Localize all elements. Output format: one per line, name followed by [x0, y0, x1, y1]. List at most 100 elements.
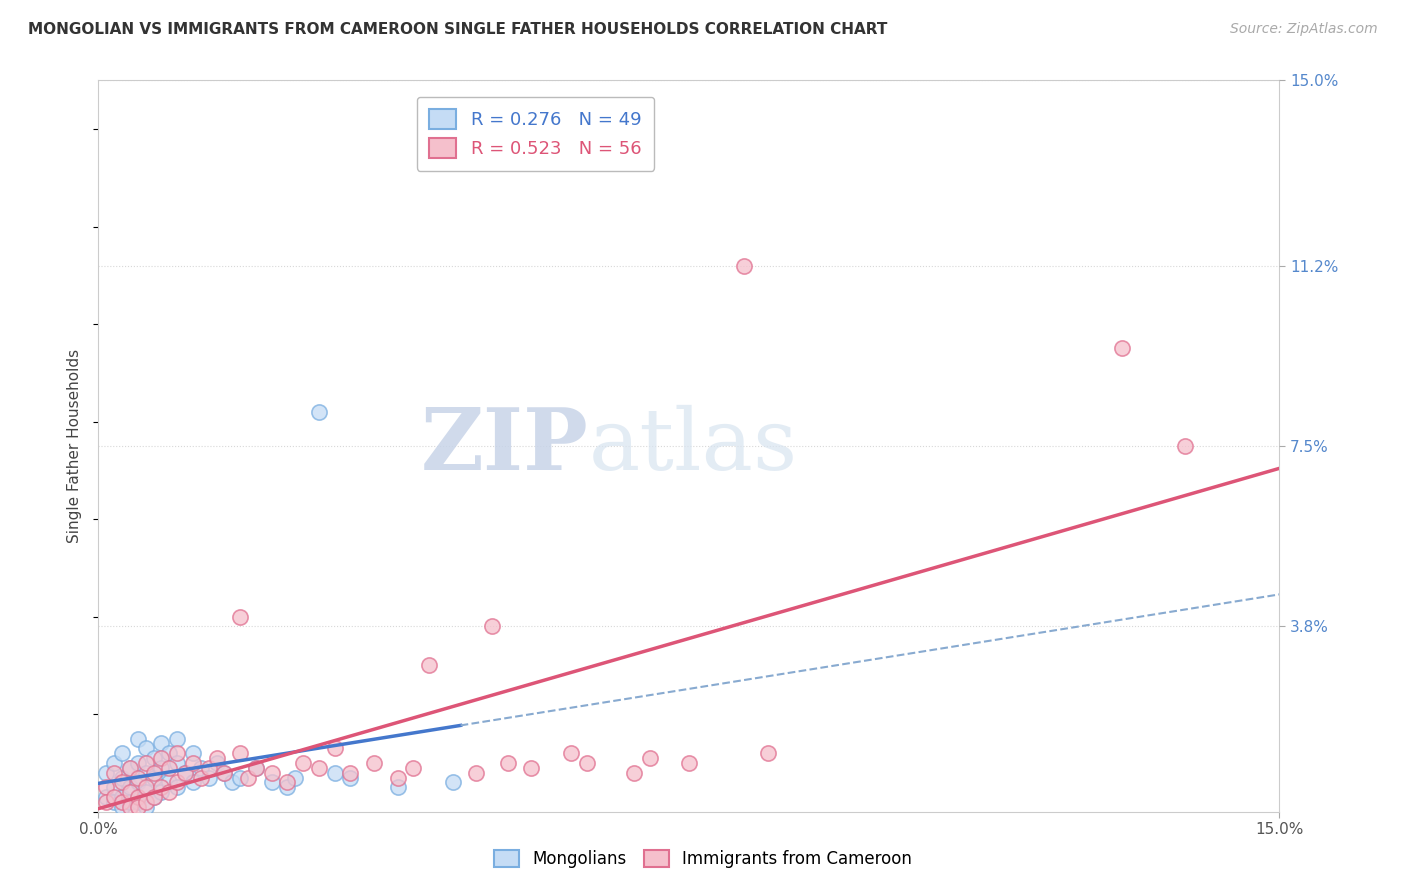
Point [323, 765, 346, 780]
Point [190, 761, 212, 775]
Point [284, 771, 307, 785]
Point [260, 775, 283, 789]
Point [96, 790, 118, 805]
Point [166, 731, 188, 746]
Point [127, 795, 149, 809]
Point [308, 405, 330, 419]
Point [560, 746, 582, 760]
Point [733, 259, 755, 273]
Point [103, 780, 125, 795]
Point [205, 756, 228, 770]
Point [245, 761, 267, 775]
Point [481, 619, 503, 633]
Point [135, 800, 157, 814]
Point [96, 795, 118, 809]
Point [221, 775, 243, 789]
Point [127, 790, 149, 805]
Point [135, 795, 157, 809]
Point [214, 765, 236, 780]
Point [127, 775, 149, 789]
Point [496, 756, 519, 770]
Point [111, 795, 134, 809]
Point [229, 746, 252, 760]
Point [323, 741, 346, 756]
Point [118, 780, 141, 795]
Point [127, 756, 149, 770]
Point [1111, 342, 1133, 356]
Point [150, 780, 173, 795]
Point [142, 790, 165, 805]
Text: atlas: atlas [589, 404, 797, 488]
Point [103, 765, 125, 780]
Point [1174, 439, 1197, 453]
Point [197, 771, 219, 785]
Point [166, 775, 188, 789]
Point [197, 761, 219, 775]
Point [118, 795, 141, 809]
Y-axis label: Single Father Households: Single Father Households [67, 349, 83, 543]
Point [174, 765, 197, 780]
Point [339, 765, 361, 780]
Point [103, 790, 125, 805]
Point [96, 780, 118, 795]
Point [292, 756, 315, 770]
Point [135, 741, 157, 756]
Point [157, 761, 180, 775]
Point [135, 780, 157, 795]
Text: Source: ZipAtlas.com: Source: ZipAtlas.com [1230, 22, 1378, 37]
Point [118, 785, 141, 799]
Point [276, 775, 298, 789]
Point [229, 771, 252, 785]
Point [150, 751, 173, 765]
Point [181, 775, 204, 789]
Point [214, 765, 236, 780]
Point [236, 771, 259, 785]
Point [142, 751, 165, 765]
Point [127, 731, 149, 746]
Point [157, 785, 180, 799]
Point [623, 765, 645, 780]
Point [181, 756, 204, 770]
Point [402, 761, 425, 775]
Point [111, 775, 134, 789]
Point [96, 765, 118, 780]
Point [150, 785, 173, 799]
Point [127, 771, 149, 785]
Point [111, 800, 134, 814]
Point [150, 761, 173, 775]
Point [339, 771, 361, 785]
Point [174, 765, 197, 780]
Point [308, 761, 330, 775]
Point [638, 751, 661, 765]
Point [118, 800, 141, 814]
Point [103, 756, 125, 770]
Point [387, 780, 409, 795]
Point [103, 795, 125, 809]
Point [111, 790, 134, 805]
Point [111, 746, 134, 760]
Point [229, 609, 252, 624]
Point [276, 780, 298, 795]
Point [166, 780, 188, 795]
Point [181, 746, 204, 760]
Point [441, 775, 464, 789]
Point [127, 800, 149, 814]
Point [756, 746, 779, 760]
Point [575, 756, 598, 770]
Point [150, 736, 173, 750]
Text: ZIP: ZIP [420, 404, 589, 488]
Point [205, 751, 228, 765]
Point [118, 761, 141, 775]
Point [111, 771, 134, 785]
Point [142, 765, 165, 780]
Point [245, 761, 267, 775]
Point [118, 761, 141, 775]
Point [190, 771, 212, 785]
Point [387, 771, 409, 785]
Text: MONGOLIAN VS IMMIGRANTS FROM CAMEROON SINGLE FATHER HOUSEHOLDS CORRELATION CHART: MONGOLIAN VS IMMIGRANTS FROM CAMEROON SI… [28, 22, 887, 37]
Point [465, 765, 488, 780]
Point [135, 765, 157, 780]
Legend: R = 0.276   N = 49, R = 0.523   N = 56: R = 0.276 N = 49, R = 0.523 N = 56 [416, 96, 654, 170]
Point [678, 756, 700, 770]
Point [166, 756, 188, 770]
